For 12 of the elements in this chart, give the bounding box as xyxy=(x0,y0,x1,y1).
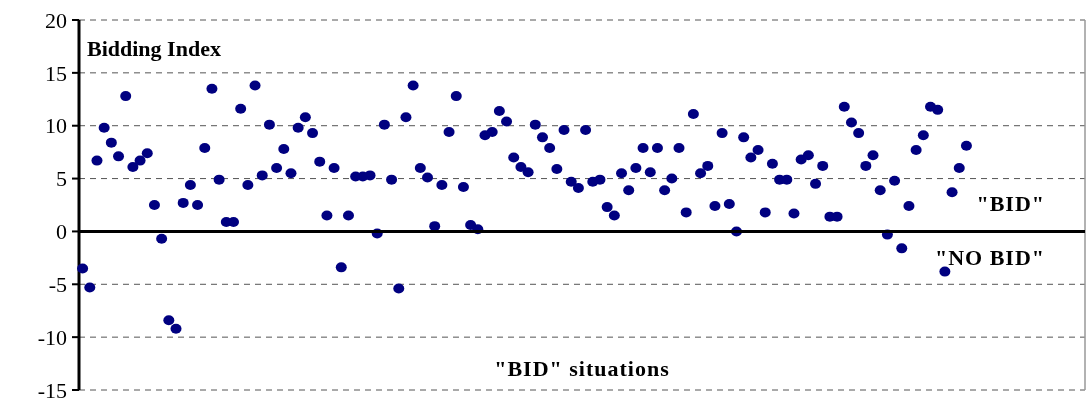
y-tick-label: 5 xyxy=(56,166,67,192)
y-tick-label: 0 xyxy=(56,219,67,245)
y-tick-label: -5 xyxy=(48,271,67,297)
y-tick-label: -10 xyxy=(37,324,67,350)
annotation: "BID" situations xyxy=(494,356,670,381)
annotation: "NO BID" xyxy=(934,245,1045,271)
annotation: "BID" xyxy=(976,191,1045,217)
y-tick-label: -15 xyxy=(37,377,67,403)
y-tick-label: 20 xyxy=(45,7,67,33)
y-tick-label: 15 xyxy=(45,60,67,86)
y-tick-label: 10 xyxy=(45,113,67,139)
annotation: Bidding Index xyxy=(87,36,221,61)
